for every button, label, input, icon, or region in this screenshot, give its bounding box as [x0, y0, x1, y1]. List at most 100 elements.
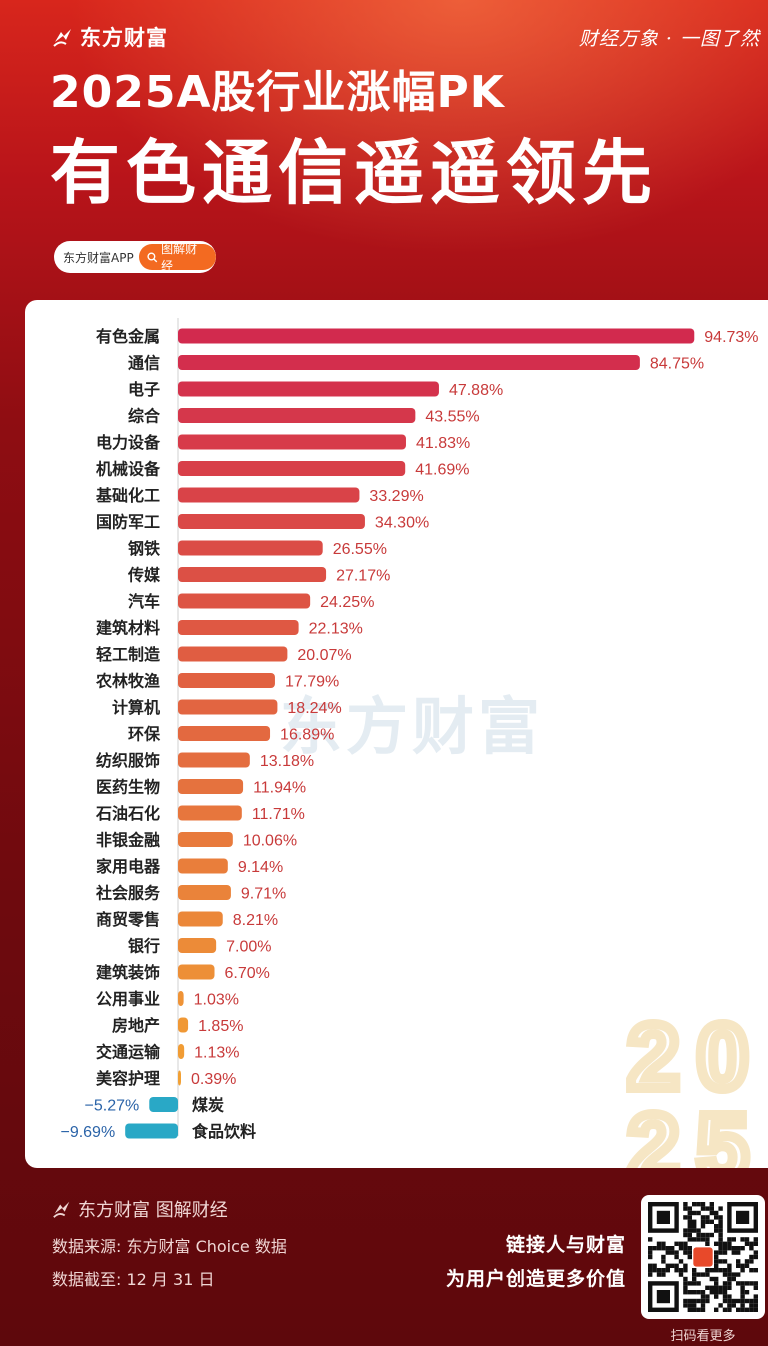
page-title-line2: 有色通信遥遥领先 [50, 132, 658, 214]
category-label: 计算机 [112, 698, 160, 717]
category-label: 医药生物 [96, 778, 160, 797]
app-search-pill[interactable]: 东方财富APP 图解财经 [54, 241, 216, 273]
bar-家用电器 [178, 858, 228, 874]
value-label: −9.69% [60, 1124, 115, 1141]
footer-brand-text: 东方财富 图解财经 [78, 1200, 228, 1221]
qr-code-image [648, 1202, 758, 1312]
value-label: 34.30% [375, 515, 429, 532]
bar-电子 [178, 381, 439, 397]
bar-农林牧渔 [178, 673, 275, 688]
value-label: 9.14% [238, 859, 283, 876]
watermark-brand: 东方财富 [280, 693, 544, 762]
category-label: 环保 [128, 725, 161, 744]
bar-建筑装饰 [178, 964, 215, 980]
value-label: 26.55% [333, 541, 387, 558]
category-label: 建筑材料 [96, 619, 160, 638]
category-label: 社会服务 [95, 884, 161, 903]
bar-美容护理 [178, 1070, 181, 1086]
bar-纺织服饰 [178, 752, 250, 768]
brand-name: 东方财富 [80, 26, 168, 50]
bar-银行 [178, 938, 217, 953]
search-button-label: 图解财经 [161, 242, 198, 273]
value-label: 41.69% [415, 462, 469, 479]
value-label: 9.71% [241, 886, 286, 903]
category-label: 食品饮料 [191, 1122, 256, 1141]
bar-社会服务 [178, 885, 231, 900]
value-label: 13.18% [260, 753, 314, 770]
category-label: 传媒 [127, 566, 161, 585]
value-label: 41.83% [416, 435, 470, 452]
value-label: 33.29% [369, 488, 423, 505]
value-label: 18.24% [287, 700, 341, 717]
category-label: 纺织服饰 [96, 751, 160, 770]
category-label: 石油石化 [95, 804, 160, 823]
category-label: 国防军工 [96, 513, 160, 532]
bar-医药生物 [178, 779, 244, 794]
bar-电力设备 [178, 434, 406, 450]
value-label: 1.03% [194, 992, 239, 1009]
tagline-2: 为用户创造更多价值 [445, 1268, 626, 1290]
chart-card: 东方财富 20 25 有色金属 94.73% 通信 84.75% 电子 47.88% 综合 4… [25, 300, 768, 1168]
value-label: 6.70% [225, 965, 270, 982]
bar-石油石化 [178, 805, 242, 821]
footer-logo-icon [53, 1201, 70, 1218]
industry-change-chart: 东方财富 20 25 有色金属 94.73% 通信 84.75% 电子 47.88% 综合 4… [60, 318, 766, 1168]
brand-logo-icon [53, 29, 71, 47]
category-label: 农林牧渔 [95, 672, 160, 691]
value-label: 7.00% [226, 939, 271, 956]
category-label: 建筑装饰 [96, 963, 160, 982]
bar-国防军工 [178, 514, 365, 529]
value-label: 20.07% [297, 647, 351, 664]
value-label: 0.39% [191, 1071, 236, 1088]
search-button[interactable]: 图解财经 [139, 242, 216, 273]
qr-code[interactable] [641, 1195, 765, 1319]
value-label: 16.89% [280, 727, 334, 744]
data-source: 数据来源: 东方财富 Choice 数据 [52, 1237, 287, 1256]
bar-煤炭 [149, 1097, 178, 1112]
bar-汽车 [178, 593, 311, 609]
app-name: 东方财富APP [63, 250, 134, 265]
category-label: 钢铁 [128, 539, 160, 558]
value-label: 1.13% [194, 1045, 239, 1062]
category-label: 电子 [128, 380, 160, 399]
value-label: 24.25% [320, 594, 374, 611]
search-icon [147, 252, 158, 262]
category-label: 通信 [128, 354, 160, 373]
bar-公用事业 [178, 991, 184, 1006]
data-date: 数据截至: 12 月 31 日 [52, 1270, 215, 1289]
value-label: 43.55% [425, 409, 479, 426]
bar-综合 [178, 408, 416, 423]
value-label: 27.17% [336, 568, 390, 585]
slogan: 财经万象 · 一图了然 [578, 28, 760, 50]
bar-建筑材料 [178, 620, 299, 635]
bar-食品饮料 [125, 1123, 178, 1139]
qr-caption: 扫码看更多 [670, 1329, 736, 1344]
bars-group: 有色金属 94.73% 通信 84.75% 电子 47.88% 综合 43.55% 电力设备 41… [60, 327, 758, 1141]
bar-钢铁 [178, 540, 323, 556]
value-label: 94.73% [704, 329, 758, 346]
bar-商贸零售 [178, 911, 223, 927]
value-label: 17.79% [285, 674, 339, 691]
category-label: 银行 [128, 937, 160, 956]
bar-通信 [178, 355, 640, 370]
category-label: 轻工制造 [96, 645, 161, 664]
category-label: 综合 [128, 407, 161, 426]
bar-有色金属 [178, 328, 695, 344]
category-label: 公用事业 [96, 990, 160, 1009]
bar-非银金融 [178, 832, 233, 847]
tagline-1: 链接人与财富 [505, 1234, 626, 1256]
watermark-year-bottom: 25 [628, 1096, 766, 1168]
bar-房地产 [178, 1017, 189, 1033]
page-title-line1: 2025A股行业涨幅PK [50, 67, 505, 118]
category-label: 有色金属 [96, 327, 160, 346]
watermark-year-top: 20 [628, 1006, 766, 1108]
value-label: 84.75% [650, 356, 704, 373]
value-label: −5.27% [85, 1098, 140, 1115]
bar-轻工制造 [178, 646, 288, 662]
bar-传媒 [178, 567, 327, 582]
bar-基础化工 [178, 487, 360, 503]
value-label: 11.71% [252, 806, 305, 823]
value-label: 47.88% [449, 382, 503, 399]
bar-机械设备 [178, 461, 406, 476]
value-label: 1.85% [198, 1018, 243, 1035]
